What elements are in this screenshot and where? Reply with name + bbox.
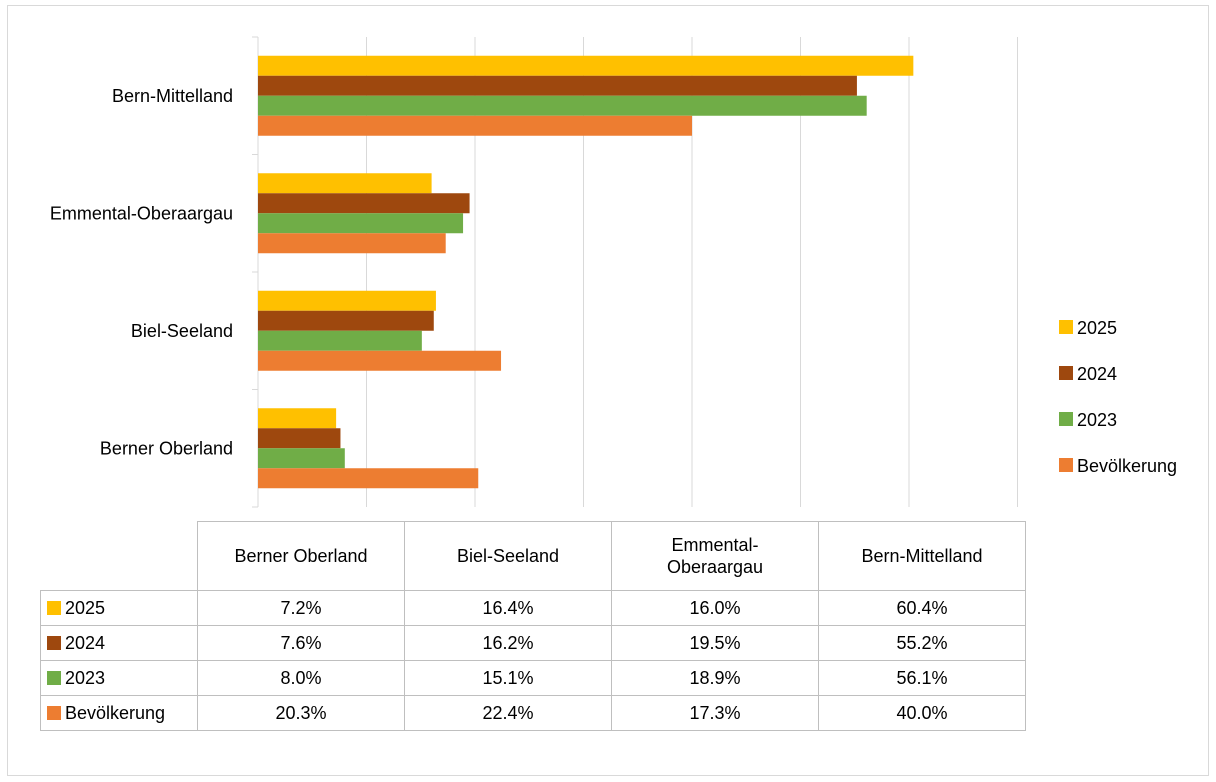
legend-key-swatch	[47, 671, 61, 685]
table-cell: 16.4%	[405, 591, 612, 626]
legend-key-swatch	[47, 706, 61, 720]
bar-biel-seeland-2025	[258, 291, 436, 311]
table-row-header: 2023	[41, 661, 198, 696]
table-corner	[41, 522, 198, 591]
table-header-bern-mittelland: Bern-Mittelland	[819, 522, 1026, 591]
table-row-header: Bevölkerung	[41, 696, 198, 731]
bar-emmental-oberaargau-2023	[258, 213, 463, 233]
legend-key-swatch	[47, 601, 61, 615]
bar-bern-mittelland-2025	[258, 56, 913, 76]
table-cell: 15.1%	[405, 661, 612, 696]
table-cell: 7.6%	[198, 626, 405, 661]
table-row: 2025 7.2% 16.4% 16.0% 60.4%	[41, 591, 1026, 626]
table-row-label: 2023	[65, 668, 105, 688]
category-label-bern-mittelland: Bern-Mittelland	[112, 86, 233, 106]
table-row-header: 2025	[41, 591, 198, 626]
category-label-emmental-oberaargau: Emmental-Oberaargau	[50, 203, 233, 223]
bar-berner-oberland-bev-lkerung	[258, 468, 478, 488]
table-row-label: 2025	[65, 598, 105, 618]
table-row-header: 2024	[41, 626, 198, 661]
bar-biel-seeland-2023	[258, 331, 422, 351]
table-cell: 56.1%	[819, 661, 1026, 696]
table-row: Bevölkerung 20.3% 22.4% 17.3% 40.0%	[41, 696, 1026, 731]
legend-swatch-bev-lkerung	[1059, 458, 1073, 472]
table-cell: 8.0%	[198, 661, 405, 696]
table-header-emmental-oberaargau: Emmental-Oberaargau	[612, 522, 819, 591]
table-cell: 40.0%	[819, 696, 1026, 731]
table-header-emmental-label: Emmental-Oberaargau	[650, 534, 780, 578]
table-header-biel-seeland: Biel-Seeland	[405, 522, 612, 591]
table-cell: 19.5%	[612, 626, 819, 661]
table-cell: 55.2%	[819, 626, 1026, 661]
legend-label-2024: 2024	[1077, 364, 1117, 384]
table-row: 2024 7.6% 16.2% 19.5% 55.2%	[41, 626, 1026, 661]
table-row-label: 2024	[65, 633, 105, 653]
data-table: Berner Oberland Biel-Seeland Emmental-Ob…	[40, 521, 1026, 731]
table-cell: 7.2%	[198, 591, 405, 626]
bar-berner-oberland-2024	[258, 428, 340, 448]
legend-label-bev-lkerung: Bevölkerung	[1077, 456, 1177, 476]
table-cell: 16.2%	[405, 626, 612, 661]
bar-biel-seeland-2024	[258, 311, 434, 331]
bar-chart: Berner Oberland Biel-Seeland Emmental-Ober…	[0, 0, 1216, 520]
legend-swatch-2025	[1059, 320, 1073, 334]
legend-swatch-2023	[1059, 412, 1073, 426]
bar-bern-mittelland-2024	[258, 76, 857, 96]
bar-bern-mittelland-2023	[258, 96, 867, 116]
table-cell: 22.4%	[405, 696, 612, 731]
table-row-label: Bevölkerung	[65, 703, 165, 723]
bar-emmental-oberaargau-2024	[258, 193, 470, 213]
legend-label-2023: 2023	[1077, 410, 1117, 430]
table-cell: 17.3%	[612, 696, 819, 731]
table-cell: 18.9%	[612, 661, 819, 696]
bar-berner-oberland-2023	[258, 448, 345, 468]
legend-key-swatch	[47, 636, 61, 650]
legend-label-2025: 2025	[1077, 318, 1117, 338]
bar-emmental-oberaargau-2025	[258, 173, 432, 193]
table-cell: 16.0%	[612, 591, 819, 626]
table-cell: 60.4%	[819, 591, 1026, 626]
table-header-berner-oberland: Berner Oberland	[198, 522, 405, 591]
table-header-row: Berner Oberland Biel-Seeland Emmental-Ob…	[41, 522, 1026, 591]
table-row: 2023 8.0% 15.1% 18.9% 56.1%	[41, 661, 1026, 696]
category-label-biel-seeland: Biel-Seeland	[131, 321, 233, 341]
bar-emmental-oberaargau-bev-lkerung	[258, 233, 446, 253]
category-label-berner-oberland: Berner Oberland	[100, 438, 233, 458]
bar-bern-mittelland-bev-lkerung	[258, 116, 692, 136]
bar-berner-oberland-2025	[258, 408, 336, 428]
legend-swatch-2024	[1059, 366, 1073, 380]
table-cell: 20.3%	[198, 696, 405, 731]
bar-biel-seeland-bev-lkerung	[258, 351, 501, 371]
